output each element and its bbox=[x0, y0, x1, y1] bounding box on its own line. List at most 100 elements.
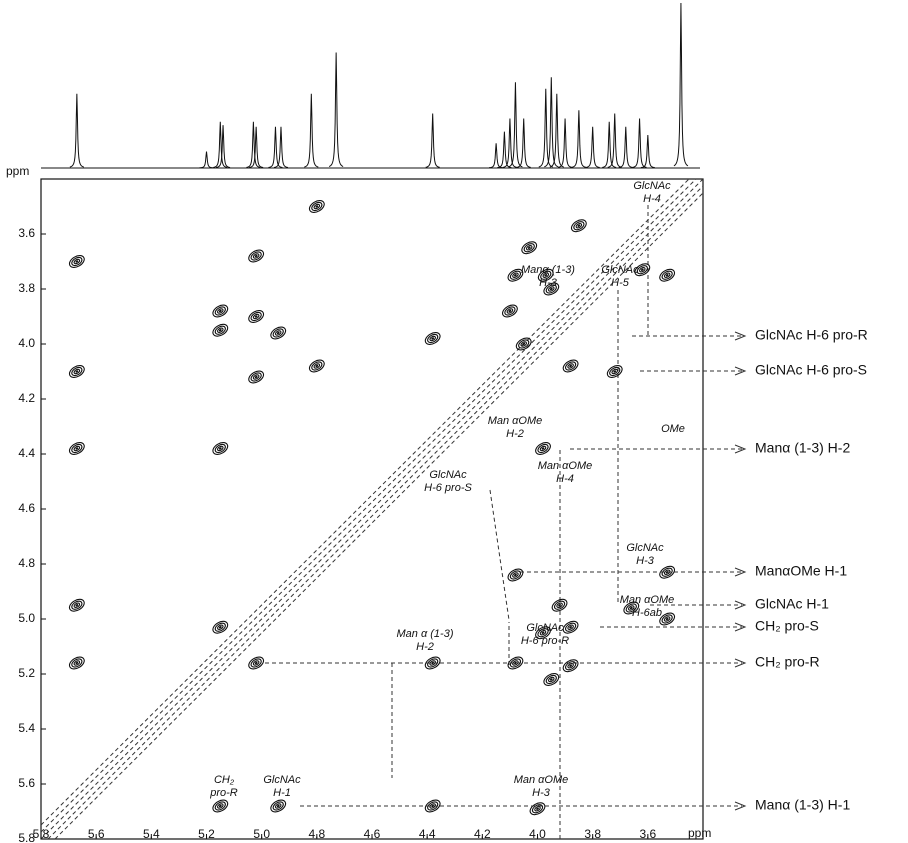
y-tick-label: 4.2 bbox=[18, 391, 35, 405]
annotation: H-4 bbox=[643, 193, 661, 205]
y-tick-label: 4.8 bbox=[18, 556, 35, 570]
annotation: H-6 pro-R bbox=[521, 635, 569, 647]
x-tick-label: 4.6 bbox=[364, 827, 381, 841]
annotation: Manα (1-3) bbox=[521, 264, 575, 276]
cross-peak bbox=[550, 597, 569, 614]
x-tick-label: 5.6 bbox=[88, 827, 105, 841]
y-tick-label: 5.4 bbox=[18, 721, 35, 735]
y-axis-label: ppm bbox=[6, 164, 29, 178]
right-label: Manα (1-3) H-2 bbox=[755, 440, 850, 456]
x-tick-label: 5.0 bbox=[253, 827, 270, 841]
right-label: GlcNAc H-1 bbox=[755, 596, 829, 612]
cross-peak bbox=[67, 253, 86, 270]
cross-peak bbox=[534, 440, 553, 457]
y-tick-label: 4.6 bbox=[18, 501, 35, 515]
projection-peak bbox=[619, 127, 633, 168]
annotation: Man αOMe bbox=[620, 594, 675, 606]
cross-peak bbox=[247, 248, 266, 265]
x-tick-label: 4.0 bbox=[529, 827, 546, 841]
cross-peak bbox=[247, 369, 266, 386]
projection-peak bbox=[517, 119, 531, 168]
cross-peak bbox=[520, 239, 539, 256]
cross-peak bbox=[269, 325, 288, 342]
cross-peak bbox=[211, 322, 230, 339]
annotation: H-5 bbox=[611, 277, 630, 289]
y-tick-label: 4.0 bbox=[18, 336, 35, 350]
annotation: Man αOMe bbox=[538, 460, 593, 472]
x-tick-label: 5.4 bbox=[143, 827, 160, 841]
cross-peak bbox=[528, 800, 547, 817]
annotation: GlcNAc bbox=[633, 180, 671, 192]
projection-peak bbox=[329, 53, 343, 167]
cross-peak bbox=[506, 567, 525, 584]
right-label: CH₂ pro-S bbox=[755, 618, 819, 634]
annotation: Man αOMe bbox=[488, 415, 543, 427]
annotation: pro-R bbox=[209, 787, 238, 799]
y-tick-label: 3.8 bbox=[18, 281, 35, 295]
annotation: H-2 bbox=[506, 428, 524, 440]
annotation: H-2 bbox=[416, 641, 434, 653]
x-tick-label: 4.2 bbox=[474, 827, 491, 841]
projection-peak bbox=[426, 114, 440, 168]
projection-peak bbox=[200, 152, 214, 168]
cross-peak bbox=[605, 363, 624, 380]
annotation: OMe bbox=[661, 423, 685, 435]
cross-peak bbox=[423, 330, 442, 347]
annotation: CH₂ bbox=[214, 774, 235, 786]
y-tick-label: 3.6 bbox=[18, 226, 35, 240]
cross-peak bbox=[658, 267, 677, 284]
cross-peak bbox=[67, 363, 86, 380]
annotation: H-4 bbox=[556, 473, 574, 485]
annotation: H-6 pro-S bbox=[424, 482, 472, 494]
annotation: Man αOMe bbox=[514, 774, 569, 786]
cross-peak bbox=[569, 217, 588, 234]
projection-peak bbox=[70, 94, 84, 167]
cross-peak bbox=[307, 358, 326, 375]
x-axis-label: ppm bbox=[688, 826, 711, 840]
cross-peak bbox=[67, 440, 86, 457]
cross-peak bbox=[542, 671, 561, 688]
y-tick-label: 5.6 bbox=[18, 776, 35, 790]
cross-peak bbox=[247, 308, 266, 325]
cross-peak bbox=[561, 358, 580, 375]
cross-peak bbox=[211, 798, 230, 815]
cross-peak bbox=[307, 198, 326, 215]
annotation: Man α (1-3) bbox=[396, 628, 453, 640]
annotation: GlcNAc bbox=[626, 542, 664, 554]
right-label: GlcNAc H-6 pro-S bbox=[755, 362, 867, 378]
annotation: H-3 bbox=[532, 787, 551, 799]
annotation: GlcNAc bbox=[429, 469, 467, 481]
x-tick-label: 4.4 bbox=[419, 827, 436, 841]
projection-peak bbox=[633, 119, 647, 168]
cross-peak bbox=[67, 597, 86, 614]
projection-peak bbox=[641, 135, 655, 168]
diagonal bbox=[41, 179, 703, 839]
annotation: GlcNAc bbox=[526, 622, 564, 634]
annotation: H-3 bbox=[539, 277, 558, 289]
chart: ppm ppm 5.85.65.45.25.04.84.64.44.24.03.… bbox=[0, 0, 908, 843]
annotation: GlcNAc bbox=[263, 774, 301, 786]
projection-peak bbox=[674, 3, 688, 166]
right-label: CH₂ pro-R bbox=[755, 654, 820, 670]
cross-peak bbox=[561, 619, 580, 636]
projection-peak bbox=[572, 110, 586, 167]
connectors bbox=[392, 205, 648, 839]
x-tick-label: 4.8 bbox=[308, 827, 325, 841]
annotation: H-6ab bbox=[632, 607, 662, 619]
cross-peak bbox=[561, 657, 580, 674]
cross-peak bbox=[211, 440, 230, 457]
y-tick-label: 5.0 bbox=[18, 611, 35, 625]
annotation: GlcNAc bbox=[601, 264, 639, 276]
annotation: H-1 bbox=[273, 787, 291, 799]
cross-peak bbox=[67, 655, 86, 672]
projection-peak bbox=[586, 127, 600, 168]
projection-peak bbox=[558, 119, 572, 168]
y-tick-label: 5.2 bbox=[18, 666, 35, 680]
y-tick-label: 4.4 bbox=[18, 446, 35, 460]
cross-peak bbox=[500, 303, 519, 320]
projection-peak bbox=[489, 143, 503, 167]
right-label: GlcNAc H-6 pro-R bbox=[755, 327, 868, 343]
right-label: ManαOMe H-1 bbox=[755, 563, 847, 579]
projection-peak bbox=[304, 94, 318, 167]
x-tick-label: 3.8 bbox=[584, 827, 601, 841]
